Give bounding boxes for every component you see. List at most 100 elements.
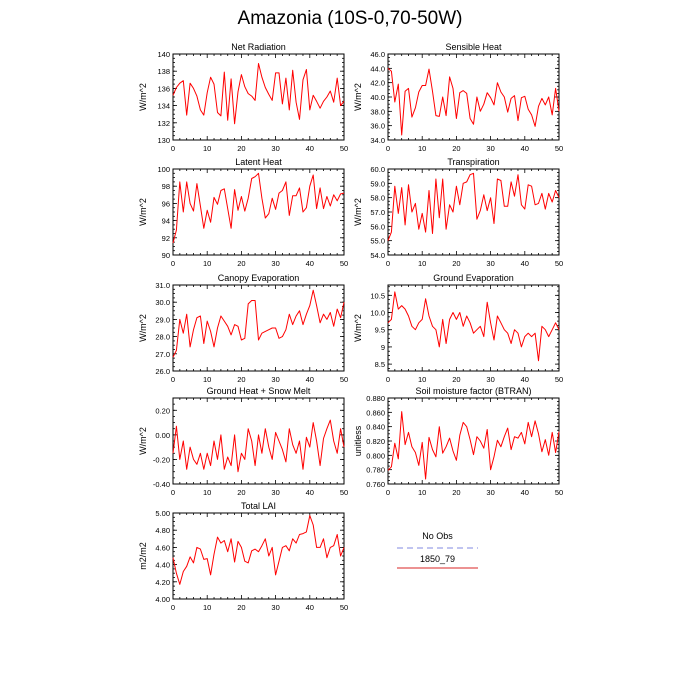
x-tick-label: 40: [306, 259, 314, 268]
legend: No Obs 1850_79: [397, 531, 478, 569]
x-tick-label: 30: [271, 259, 279, 268]
y-tick-label: 92: [162, 234, 170, 243]
panel-3: Transpiration W/m^2 0 10 20 30 40 50 54.0 55.0 56.…: [353, 157, 563, 268]
y-tick-label: 42.0: [370, 79, 385, 88]
series-line-0: [172, 172, 345, 244]
y-tick-label: 31.0: [155, 281, 170, 290]
y-tick-label: 56.0: [370, 222, 385, 231]
x-tick-label: 20: [452, 375, 460, 384]
series-line-0: [387, 411, 560, 480]
y-axis-label: W/m^2: [353, 198, 363, 226]
x-tick-label: 10: [203, 144, 211, 153]
y-tick-label: 27.0: [155, 350, 170, 359]
y-tick-label: 130: [157, 136, 170, 145]
y-tick-label: 9.5: [375, 326, 385, 335]
x-tick-label: 0: [386, 144, 390, 153]
series-line-0: [387, 67, 560, 136]
x-tick-label: 30: [486, 259, 494, 268]
plot-frame: [387, 168, 560, 256]
y-axis-label: W/m^2: [138, 314, 148, 342]
y-tick-label: 28.0: [155, 333, 170, 342]
panel-title: Soil moisture factor (BTRAN): [415, 386, 531, 396]
x-tick-label: 20: [237, 144, 245, 153]
x-tick-label: 50: [340, 375, 348, 384]
y-tick-label: 90: [162, 251, 170, 260]
y-tick-label: 0.860: [366, 408, 385, 417]
y-tick-label: 10.5: [370, 291, 385, 300]
x-tick-label: 40: [306, 488, 314, 497]
plot-frame: [387, 284, 560, 372]
panel-4: Canopy Evaporation W/m^2 0 10 20 30 40 50 26.0 27…: [138, 273, 348, 384]
x-tick-label: 40: [521, 375, 529, 384]
y-tick-label: 94: [162, 217, 170, 226]
y-tick-label: 38.0: [370, 107, 385, 116]
y-tick-label: 132: [157, 119, 170, 128]
series-line-0: [172, 419, 345, 473]
y-axis-label: W/m^2: [353, 314, 363, 342]
x-tick-label: 30: [486, 375, 494, 384]
x-tick-label: 50: [340, 259, 348, 268]
plot-frame: [387, 397, 560, 485]
y-axis-label: W/m^2: [138, 198, 148, 226]
y-tick-label: 98: [162, 182, 170, 191]
x-tick-label: 30: [271, 144, 279, 153]
series-line-0: [387, 172, 560, 241]
panel-1: Sensible Heat W/m^2 0 10 20 30 40 50 34.0 36.0 38.…: [353, 42, 563, 153]
panel-title: Total LAI: [241, 501, 276, 511]
panel-title: Latent Heat: [235, 157, 282, 167]
y-tick-label: 0.820: [366, 437, 385, 446]
y-tick-label: 96: [162, 199, 170, 208]
y-tick-label: 36.0: [370, 122, 385, 131]
panel-6: Ground Heat + Snow Melt W/m^2 0 10 20 30 40 50 -…: [138, 386, 348, 497]
y-tick-label: 29.0: [155, 315, 170, 324]
panel-5: Ground Evaporation W/m^2 0 10 20 30 40 50 8.5 9 9.…: [353, 273, 563, 384]
y-tick-label: 134: [157, 102, 170, 111]
y-tick-label: 100: [157, 165, 170, 174]
y-tick-label: 5.00: [155, 509, 170, 518]
x-tick-label: 20: [237, 375, 245, 384]
y-tick-label: 40.0: [370, 93, 385, 102]
y-tick-label: 4.60: [155, 543, 170, 552]
y-tick-label: 4.80: [155, 526, 170, 535]
panel-title: Net Radiation: [231, 42, 286, 52]
y-axis-label: W/m^2: [138, 83, 148, 111]
y-tick-label: 4.40: [155, 561, 170, 570]
y-tick-label: 30.0: [155, 298, 170, 307]
x-tick-label: 30: [486, 488, 494, 497]
x-tick-label: 0: [171, 259, 175, 268]
y-tick-label: 138: [157, 67, 170, 76]
x-tick-label: 10: [418, 259, 426, 268]
legend-label: No Obs: [422, 531, 453, 541]
x-tick-label: 10: [418, 144, 426, 153]
y-tick-label: 0.840: [366, 423, 385, 432]
x-tick-label: 20: [237, 259, 245, 268]
y-tick-label: 57.0: [370, 208, 385, 217]
x-tick-label: 50: [340, 603, 348, 612]
panel-title: Ground Heat + Snow Melt: [207, 386, 311, 396]
x-tick-label: 20: [452, 144, 460, 153]
y-axis-label: W/m^2: [138, 427, 148, 455]
x-tick-label: 10: [203, 259, 211, 268]
panel-8: Total LAI m2/m2 0 10 20 30 40 50 4.00 4.20 4.40 4.6…: [138, 501, 348, 612]
x-tick-label: 50: [555, 144, 563, 153]
y-tick-label: 59.0: [370, 179, 385, 188]
y-tick-label: 140: [157, 50, 170, 59]
y-tick-label: 0.880: [366, 394, 385, 403]
x-tick-label: 30: [486, 144, 494, 153]
y-tick-label: 4.20: [155, 578, 170, 587]
panel-title: Transpiration: [447, 157, 499, 167]
plot-frame: [387, 53, 560, 141]
x-tick-label: 50: [555, 375, 563, 384]
x-tick-label: 40: [521, 488, 529, 497]
x-tick-label: 40: [306, 144, 314, 153]
y-tick-label: 10.0: [370, 309, 385, 318]
x-tick-label: 20: [237, 488, 245, 497]
y-tick-label: 26.0: [155, 367, 170, 376]
x-tick-label: 0: [386, 488, 390, 497]
x-tick-label: 50: [340, 144, 348, 153]
x-tick-label: 40: [306, 375, 314, 384]
x-tick-label: 20: [237, 603, 245, 612]
x-tick-label: 30: [271, 603, 279, 612]
